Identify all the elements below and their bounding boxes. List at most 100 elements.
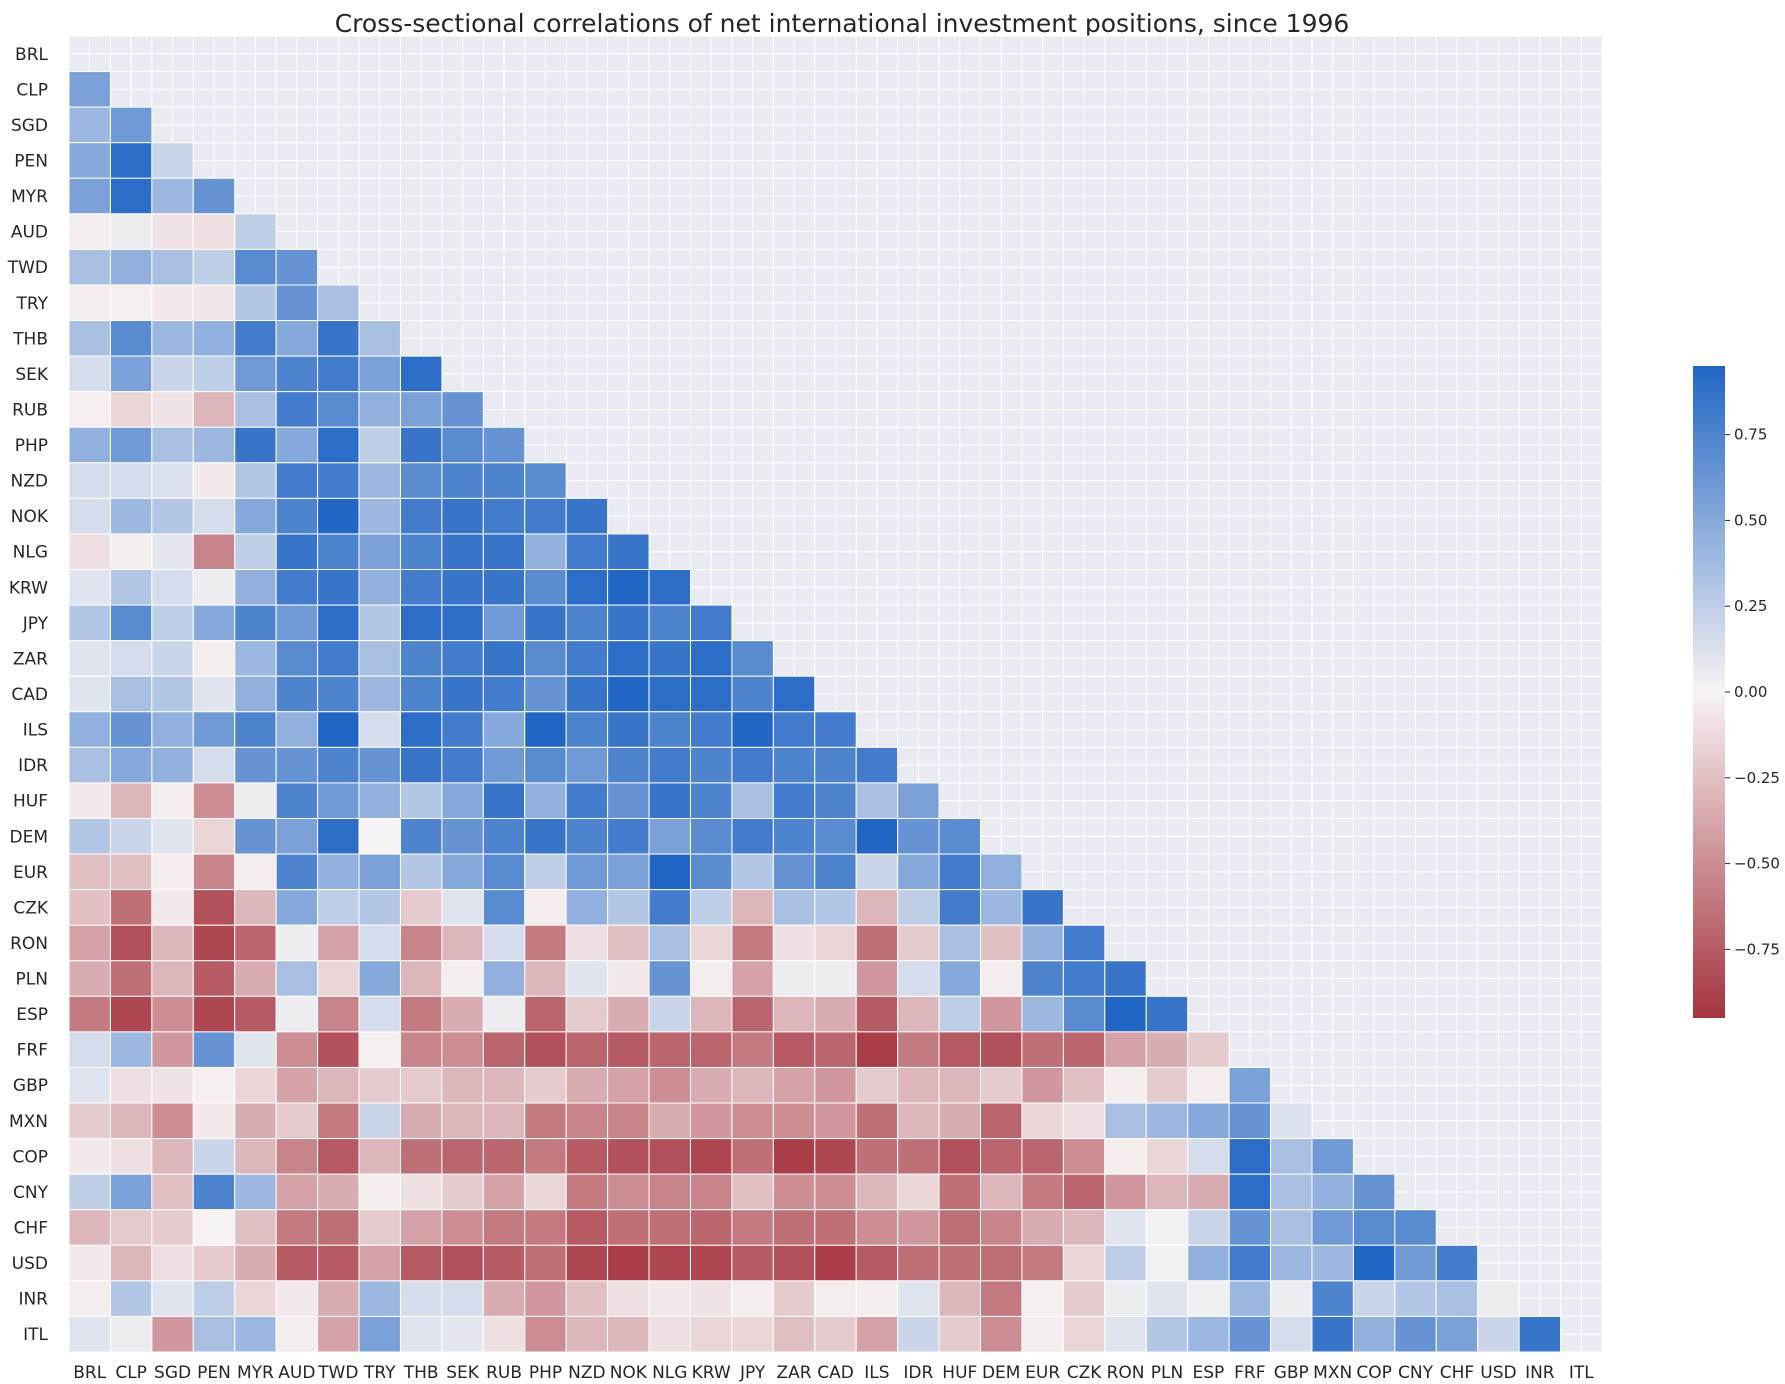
heatmap-cell-FRF-THB bbox=[399, 1031, 443, 1068]
heatmap-cell-CHF-MYR bbox=[234, 1209, 277, 1246]
heatmap-cell-EUR-RUB bbox=[482, 853, 526, 891]
heatmap-cell-FRF-NZD bbox=[565, 1031, 609, 1068]
heatmap-cell-MXN-CZK bbox=[1062, 1102, 1106, 1140]
heatmap-cell-HUF-SEK bbox=[441, 782, 484, 819]
heatmap-cell-CAD-JPY bbox=[731, 675, 774, 713]
heatmap-cell-TRY-MYR bbox=[234, 284, 277, 322]
heatmap-cell-NLG-TWD bbox=[317, 533, 360, 571]
heatmap-cell-TRY-PEN bbox=[192, 284, 236, 322]
heatmap-cell-ITL-CNY bbox=[1394, 1315, 1437, 1353]
heatmap-cell-NOK-THB bbox=[399, 497, 443, 535]
heatmap-cell-CNY-TRY bbox=[358, 1173, 401, 1211]
heatmap-cell-CNY-COP bbox=[1352, 1173, 1396, 1211]
heatmap-cell-EUR-TWD bbox=[317, 853, 360, 891]
x-tick-label: NLG bbox=[652, 1363, 687, 1383]
heatmap-cell-DEM-TRY bbox=[358, 817, 401, 855]
heatmap-cell-CAD-BRL bbox=[68, 675, 111, 713]
y-tick-label: PLN bbox=[16, 970, 48, 990]
y-tick-label: CZK bbox=[13, 898, 49, 918]
heatmap-cell-PEN-BRL bbox=[68, 142, 111, 179]
heatmap-cell-IDR-SEK bbox=[441, 746, 484, 784]
heatmap-cell-NZD-TRY bbox=[358, 462, 401, 499]
heatmap-cell-ITL-NOK bbox=[607, 1315, 650, 1353]
heatmap-cell-COP-FRF bbox=[1228, 1138, 1272, 1175]
heatmap-cell-RON-CZK bbox=[1062, 924, 1106, 962]
heatmap-cell-HUF-AUD bbox=[275, 782, 319, 819]
heatmap-cell-CHF-PHP bbox=[524, 1209, 567, 1246]
heatmap-cell-PLN-ILS bbox=[855, 960, 899, 997]
heatmap-cell-CNY-NLG bbox=[648, 1173, 691, 1211]
colorbar-tick-label: 0.75 bbox=[1734, 426, 1767, 444]
heatmap-cell-NOK-CLP bbox=[109, 497, 153, 535]
heatmap-cell-INR-FRF bbox=[1228, 1280, 1272, 1317]
y-tick-label: HUF bbox=[13, 792, 48, 812]
heatmap-cell-CHF-NZD bbox=[565, 1209, 609, 1246]
heatmap-cell-THB-TWD bbox=[317, 320, 360, 357]
heatmap-cell-ILS-PHP bbox=[524, 711, 567, 748]
heatmap-cell-ITL-MXN bbox=[1311, 1315, 1354, 1353]
heatmap-cell-USD-CZK bbox=[1062, 1244, 1106, 1282]
heatmap-cell-INR-GBP bbox=[1270, 1280, 1313, 1317]
x-tick-label: JPY bbox=[739, 1363, 766, 1383]
heatmap-cell-USD-JPY bbox=[731, 1244, 774, 1282]
heatmap-cell-NZD-MYR bbox=[234, 462, 277, 499]
heatmap-cell-ILS-CAD bbox=[814, 711, 857, 748]
heatmap-cell-EUR-SGD bbox=[151, 853, 194, 891]
heatmap-cell-MXN-SEK bbox=[441, 1102, 484, 1140]
heatmap-cell-THB-SGD bbox=[151, 320, 194, 357]
heatmap-cell-CNY-PEN bbox=[192, 1173, 236, 1211]
x-tick-label: NZD bbox=[568, 1363, 605, 1383]
heatmap-cell-CZK-CLP bbox=[109, 889, 153, 926]
heatmap-cell-PHP-RUB bbox=[482, 426, 526, 464]
y-tick-label: NZD bbox=[11, 472, 48, 492]
heatmap-cell-MXN-JPY bbox=[731, 1102, 774, 1140]
y-tick-label: GBP bbox=[13, 1076, 48, 1096]
heatmap-cell-EUR-KRW bbox=[689, 853, 733, 891]
y-tick-label: RUB bbox=[12, 400, 48, 420]
heatmap-cell-HUF-SGD bbox=[151, 782, 194, 819]
heatmap-cell-SEK-AUD bbox=[275, 355, 319, 393]
heatmap-cell-USD-RUB bbox=[482, 1244, 526, 1282]
heatmap-cell-INR-CZK bbox=[1062, 1280, 1106, 1317]
heatmap-cell-NOK-RUB bbox=[482, 497, 526, 535]
heatmap-cell-FRF-ESP bbox=[1187, 1031, 1230, 1068]
heatmap-cell-SEK-TWD bbox=[317, 355, 360, 393]
heatmap-cell-GBP-FRF bbox=[1228, 1066, 1272, 1104]
heatmap-cell-RON-PEN bbox=[192, 924, 236, 962]
heatmap-cell-RON-JPY bbox=[731, 924, 774, 962]
heatmap-cell-SEK-TRY bbox=[358, 355, 401, 393]
heatmap-cell-ITL-PEN bbox=[192, 1315, 236, 1353]
heatmap-cells bbox=[68, 71, 1562, 1353]
heatmap-cell-JPY-CLP bbox=[109, 604, 153, 642]
heatmap-cell-CHF-EUR bbox=[1021, 1209, 1064, 1246]
heatmap-cell-JPY-TRY bbox=[358, 604, 401, 642]
heatmap-cell-RON-THB bbox=[399, 924, 443, 962]
heatmap-cell-NZD-PEN bbox=[192, 462, 236, 499]
heatmap-cell-CHF-RON bbox=[1104, 1209, 1147, 1246]
heatmap-cell-CZK-DEM bbox=[980, 889, 1023, 926]
heatmap-cell-CHF-CLP bbox=[109, 1209, 153, 1246]
heatmap-cell-DEM-AUD bbox=[275, 817, 319, 855]
heatmap-cell-INR-CNY bbox=[1394, 1280, 1437, 1317]
heatmap-cell-DEM-THB bbox=[399, 817, 443, 855]
heatmap-cell-NZD-SEK bbox=[441, 462, 484, 499]
heatmap-cell-ITL-NZD bbox=[565, 1315, 609, 1353]
y-tick-label: CLP bbox=[16, 80, 48, 100]
heatmap-cell-PLN-RUB bbox=[482, 960, 526, 997]
heatmap-cell-ILS-NLG bbox=[648, 711, 691, 748]
heatmap-cell-ITL-SGD bbox=[151, 1315, 194, 1353]
heatmap-cell-IDR-NLG bbox=[648, 746, 691, 784]
heatmap-cell-JPY-SGD bbox=[151, 604, 194, 642]
heatmap-cell-DEM-HUF bbox=[938, 817, 982, 855]
heatmap-cell-GBP-NOK bbox=[607, 1066, 650, 1104]
heatmap-cell-GBP-PHP bbox=[524, 1066, 567, 1104]
heatmap-cell-MXN-RUB bbox=[482, 1102, 526, 1140]
heatmap-cell-USD-PEN bbox=[192, 1244, 236, 1282]
heatmap-cell-MXN-MYR bbox=[234, 1102, 277, 1140]
heatmap-cell-CAD-TRY bbox=[358, 675, 401, 713]
heatmap-cell-CAD-SGD bbox=[151, 675, 194, 713]
heatmap-cell-PLN-CAD bbox=[814, 960, 857, 997]
heatmap-cell-CAD-NLG bbox=[648, 675, 691, 713]
heatmap-cell-PHP-THB bbox=[399, 426, 443, 464]
heatmap-cell-GBP-BRL bbox=[68, 1066, 111, 1104]
